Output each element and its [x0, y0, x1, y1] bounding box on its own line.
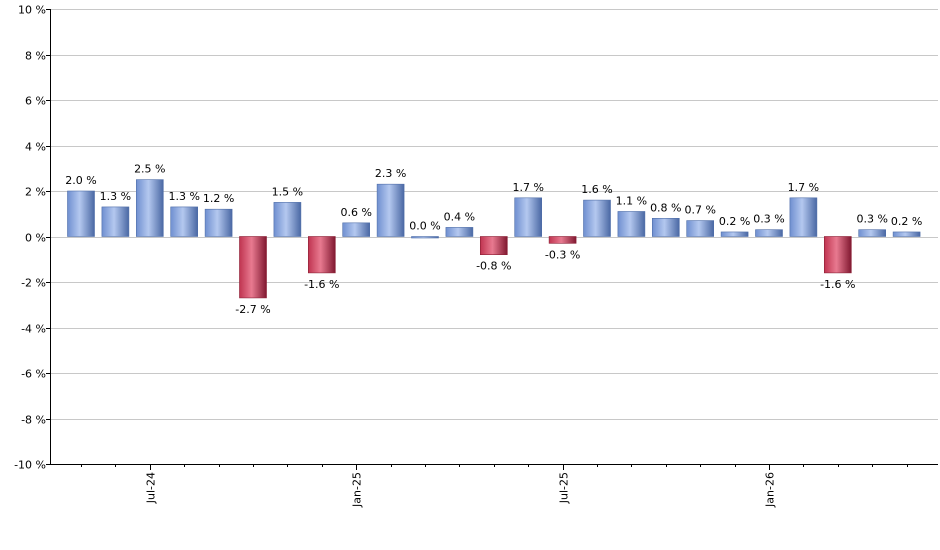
data-labels: 2.0 % 1.3 % 2.5 % 1.3 % 1.2 % -2.7 % 1.5 % -1.6… — [65, 163, 922, 316]
data-label: 1.7 % — [512, 181, 543, 194]
y-tick-label: -10 % — [14, 459, 46, 472]
bar-Sep-25 — [617, 211, 646, 237]
data-label: 0.0 % — [409, 220, 440, 233]
data-label: 1.2 % — [203, 192, 234, 205]
data-label: 0.2 % — [719, 215, 750, 228]
y-tick-label: 2 % — [25, 186, 46, 199]
x-tick-label: Jan-25 — [351, 472, 364, 508]
x-axis: Jul-24 Jan-25 Jul-25 Jan-26 — [50, 464, 938, 508]
bar-Feb-25 — [376, 183, 405, 237]
y-axis: 10 % 8 % 6 % 4 % 2 % 0 % -2 % -4 % -6 % -8 % -10 % — [14, 4, 51, 472]
y-tick-label: -2 % — [21, 277, 46, 290]
data-label: 0.6 % — [340, 206, 371, 219]
data-label: 1.1 % — [616, 194, 647, 207]
x-tick-label: Jul-25 — [558, 472, 571, 504]
data-label: 2.3 % — [375, 167, 406, 180]
bar-Jun-24 — [101, 206, 130, 237]
y-tick-label: -8 % — [21, 414, 46, 427]
y-tick-label: 0 % — [25, 232, 46, 245]
data-label: 1.3 % — [100, 190, 131, 203]
x-tick-label: Jan-26 — [764, 472, 777, 508]
bar-Nov-24 — [273, 202, 302, 237]
bar-Jun-25 — [514, 197, 543, 237]
x-tick-label: Jul-24 — [145, 472, 158, 504]
data-label: -0.3 % — [545, 248, 580, 261]
data-label: -1.6 % — [820, 278, 855, 291]
bar-May-25 — [479, 236, 508, 256]
bar-Aug-25 — [583, 199, 611, 237]
data-label: 0.2 % — [891, 215, 922, 228]
bar-Sep-24 — [204, 208, 233, 237]
data-label: -2.7 % — [235, 303, 270, 316]
y-tick-label: 8 % — [25, 50, 46, 63]
bar-Dec-24 — [307, 236, 336, 274]
bars — [67, 179, 921, 299]
data-label: -1.6 % — [304, 278, 339, 291]
y-tick-label: 4 % — [25, 141, 46, 154]
y-tick-label: -6 % — [21, 368, 46, 381]
bar-Jan-26 — [755, 229, 783, 237]
data-label: 2.5 % — [134, 163, 165, 176]
bar-Apr-25 — [445, 227, 474, 237]
bar-May-26 — [892, 231, 921, 237]
bar-Jan-25 — [342, 222, 371, 237]
data-label: 0.4 % — [444, 210, 475, 223]
bar-Mar-26 — [823, 236, 852, 274]
bar-Mar-25 — [411, 236, 439, 239]
bar-Jul-24 — [136, 179, 164, 237]
data-label: 0.8 % — [650, 201, 681, 214]
y-tick-label: 6 % — [25, 95, 46, 108]
y-tick-label: 10 % — [18, 4, 46, 17]
bar-Oct-24 — [239, 236, 267, 299]
bar-Jul-25 — [548, 236, 577, 244]
bar-Oct-25 — [651, 218, 680, 237]
bar-Nov-25 — [686, 220, 715, 237]
bar-Feb-26 — [789, 197, 818, 237]
data-label: -0.8 % — [476, 260, 511, 273]
data-label: 0.7 % — [684, 204, 715, 217]
bar-Apr-26 — [858, 229, 887, 237]
data-label: 0.3 % — [753, 213, 784, 226]
data-label: 1.6 % — [581, 183, 612, 196]
data-label: 1.5 % — [272, 185, 303, 198]
bar-May-24 — [67, 190, 95, 237]
data-label: 2.0 % — [65, 174, 96, 187]
data-label: 1.3 % — [168, 190, 199, 203]
bar-Dec-25 — [720, 231, 749, 237]
bar-Aug-24 — [170, 206, 198, 237]
data-label: 0.3 % — [856, 213, 887, 226]
data-label: 1.7 % — [788, 181, 819, 194]
y-tick-label: -4 % — [21, 323, 46, 336]
